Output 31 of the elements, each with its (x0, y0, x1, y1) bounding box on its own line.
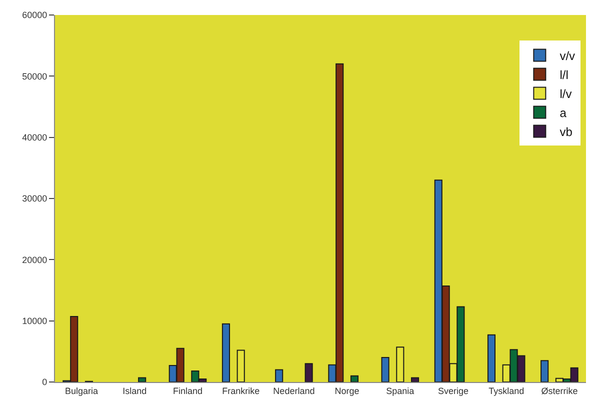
bar (222, 323, 230, 382)
y-tick-label: 10000 (22, 316, 48, 326)
y-tick-label: 40000 (22, 132, 48, 142)
bar (304, 363, 313, 382)
bar (138, 377, 146, 382)
y-tick-label: 50000 (22, 71, 48, 82)
x-tick-label: Frankrike (222, 386, 260, 396)
y-tick-label: 30000 (22, 194, 48, 204)
legend-label: l/v (560, 86, 572, 101)
x-tick-label: Østerrike (541, 386, 578, 396)
x-tick-label: Bulgaria (65, 386, 98, 396)
legend-label: v/v (560, 48, 576, 63)
x-tick-label: Finland (172, 386, 203, 396)
y-tick-label: 60000 (22, 10, 48, 20)
x-tick-label: Spania (386, 386, 414, 396)
bar (540, 360, 549, 382)
bar (410, 377, 420, 382)
x-tick-label: Nederland (273, 386, 315, 396)
x-tick-label: Sverige (438, 386, 469, 396)
legend-label: vb (560, 124, 573, 139)
y-tick-label: 20000 (22, 254, 48, 265)
bar (381, 357, 390, 382)
legend-label: a (560, 106, 567, 120)
bar (350, 375, 359, 382)
x-tick-label: Island (122, 386, 147, 396)
legend-label: l/l (560, 68, 568, 82)
y-tick-label: 0 (42, 377, 48, 388)
bar (487, 334, 496, 382)
bar (275, 369, 284, 382)
x-tick-label: Norge (334, 386, 360, 396)
x-tick-label: Tyskland (488, 386, 524, 396)
